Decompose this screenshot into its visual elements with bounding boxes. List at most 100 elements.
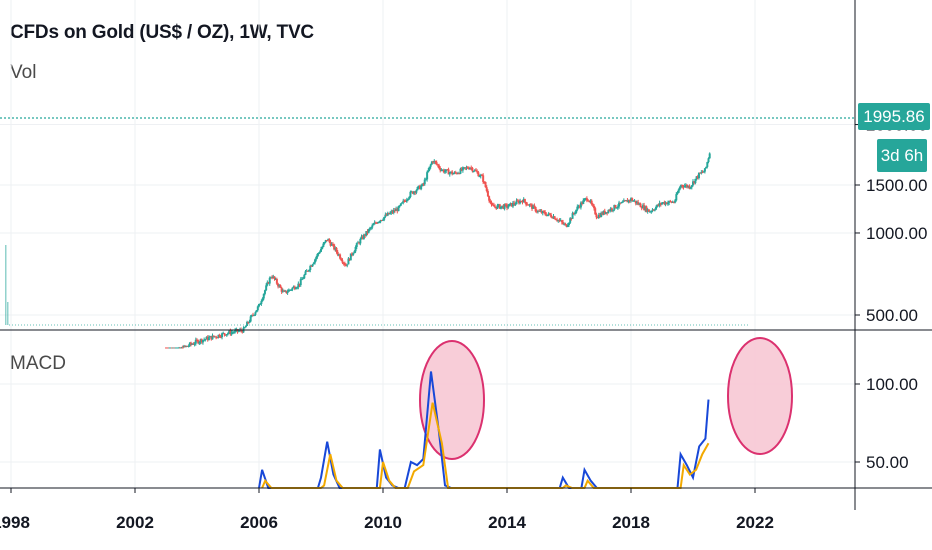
candle-body [651, 209, 654, 212]
candle-body [620, 202, 623, 204]
candle-body [184, 346, 187, 348]
highlight-ellipses [419, 337, 793, 460]
candle-body [464, 167, 467, 169]
candle-body [303, 274, 306, 279]
candle-body [609, 208, 612, 211]
candle-body [601, 212, 604, 215]
candle-body [590, 200, 593, 205]
macd-label: MACD [10, 353, 66, 374]
candle-body [241, 330, 244, 333]
candle-body [281, 290, 284, 292]
candle-body [478, 176, 481, 178]
candle-body [694, 178, 697, 184]
candle-body [200, 339, 203, 343]
candle-body [231, 332, 234, 334]
candle-body [653, 209, 656, 211]
candle-body [432, 161, 435, 163]
candle-body [198, 342, 201, 344]
candle-body [461, 167, 464, 171]
candle-body [502, 205, 505, 209]
candle-body [507, 206, 510, 208]
candle-body [252, 314, 255, 316]
candle-body [458, 173, 461, 175]
candle-body [484, 181, 487, 188]
candle-body [546, 214, 549, 216]
candle-body [424, 179, 427, 181]
candle-body [353, 251, 356, 254]
candle-body [218, 334, 221, 337]
candle-body [446, 169, 449, 171]
candle-body [165, 347, 167, 349]
candle-body [707, 158, 710, 163]
volume-bars [5, 245, 750, 326]
candle-body [179, 347, 182, 349]
candle-body [423, 179, 426, 185]
candle-body [602, 210, 605, 215]
highlight-ellipse [727, 337, 793, 455]
candle-body [511, 202, 514, 207]
volume-label: Vol [10, 62, 37, 83]
candle-body [300, 279, 303, 281]
candle-body [322, 243, 325, 247]
candle-body [578, 206, 581, 208]
candle-body [415, 190, 418, 193]
candle-body [331, 244, 334, 246]
candle-body [176, 347, 179, 349]
candle-body [538, 210, 541, 212]
candle-body [327, 239, 330, 241]
candle-body [359, 238, 362, 244]
candle-body [655, 206, 658, 210]
candle-body [191, 343, 194, 345]
candle-body [489, 200, 492, 203]
candle-body [545, 214, 548, 216]
candle-body [314, 259, 317, 263]
candle-body [455, 172, 458, 174]
candle-body [291, 287, 294, 290]
candle-body [247, 321, 250, 323]
candle-body [445, 169, 448, 172]
candle-body [614, 204, 617, 209]
candle-body [537, 210, 539, 212]
candle-body [265, 285, 268, 291]
candle-body [356, 242, 359, 244]
candle-body [449, 171, 452, 173]
candle-body [615, 207, 618, 209]
candle-body [625, 200, 628, 202]
candle-body [234, 330, 237, 333]
candle-body [661, 202, 663, 205]
candle-body [516, 200, 519, 202]
candle-body [584, 198, 587, 200]
candle-body [225, 334, 228, 336]
candle-body [647, 209, 650, 212]
candle-body [255, 310, 258, 313]
candle-body [187, 345, 190, 347]
candle-body [453, 172, 456, 174]
candle-body [607, 210, 610, 214]
candle-body [588, 200, 591, 202]
candle-body [315, 257, 318, 260]
candle-body [422, 183, 425, 185]
candle-body [292, 286, 295, 288]
candle-body [619, 202, 622, 204]
candle-body [228, 330, 231, 334]
candle-body [185, 345, 188, 347]
candle-body [210, 336, 213, 340]
candle-body [174, 347, 177, 349]
candle-body [643, 205, 646, 210]
candle-body [476, 171, 479, 173]
volume-bar [5, 245, 7, 325]
candle-body [286, 291, 289, 293]
candle-body [551, 217, 554, 219]
candle-body [308, 269, 311, 271]
candle-body [269, 277, 272, 279]
candle-body [703, 168, 706, 172]
candle-body [700, 172, 703, 174]
candle-body [347, 258, 350, 265]
candle-body [674, 200, 677, 203]
candle-body [459, 168, 462, 174]
candle-body [170, 347, 173, 349]
candle-body [433, 160, 436, 163]
candle-body [316, 253, 319, 258]
candle-body [342, 262, 345, 264]
